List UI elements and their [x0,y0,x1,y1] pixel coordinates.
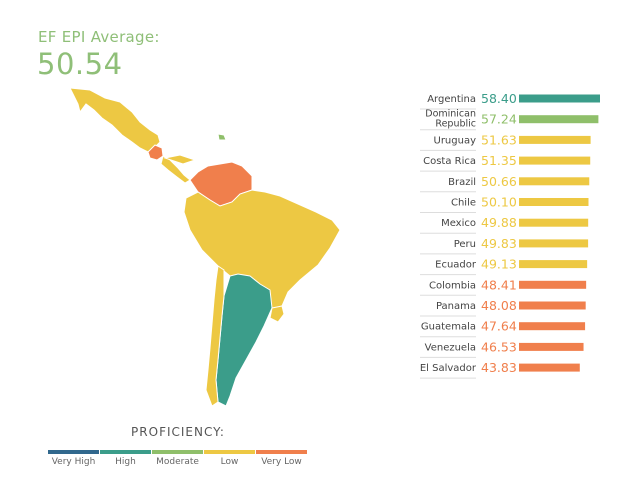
bar-value-label: 50.10 [481,195,517,210]
bar-value-label: 46.53 [481,339,517,354]
bar-label: Argentina [427,94,476,105]
bar[interactable] [519,342,584,351]
legend-swatch [100,450,151,454]
bar-label: El Salvador [420,363,477,374]
bar[interactable] [519,239,589,248]
bar-value-label: 49.83 [481,236,517,251]
bar-value-label: 51.35 [481,153,517,168]
map-dominican-republic[interactable] [217,133,227,141]
bar[interactable] [519,198,589,206]
bar-value-label: 48.08 [481,298,517,313]
bar-label: Brazil [448,177,476,188]
legend-label: Moderate [156,457,199,467]
bar-label: Panama [436,301,476,312]
legend-swatch [152,450,203,454]
bar[interactable] [519,301,586,310]
map-central-america[interactable] [160,155,191,184]
bar-label: Venezuela [425,342,476,353]
map-cuba[interactable] [163,154,197,165]
legend-item: Moderate [152,450,203,467]
bar[interactable] [519,115,599,124]
proficiency-title: PROFICIENCY: [131,425,225,439]
legend-item: Very High [48,450,99,467]
map-uruguay[interactable] [269,305,285,323]
bar-label: Dominican [425,109,476,120]
legend-item: Very Low [256,450,307,467]
bar-label: Costa Rica [423,156,476,167]
bar-value-label: 50.66 [481,174,517,189]
bar[interactable] [519,280,587,289]
bar-value-label: 47.64 [481,319,517,334]
legend-item: High [100,450,151,467]
legend-swatch [48,450,99,454]
legend-label: Very Low [261,457,302,467]
average-label: EF EPI Average: [38,28,160,46]
bar-label: Peru [454,239,476,250]
bar-value-label: 57.24 [481,112,517,127]
bar[interactable] [519,363,580,372]
map-mexico[interactable] [69,87,161,153]
bar-label: Uruguay [434,135,477,146]
bar-value-label: 51.63 [481,132,517,147]
bar-value-label: 43.83 [481,360,517,375]
latin-america-map [69,87,341,407]
bar-label: Ecuador [435,260,477,271]
legend-label: High [115,457,136,467]
bar-value-label: 49.88 [481,215,517,230]
bar[interactable] [519,135,591,144]
legend-label: Very High [51,457,96,467]
bar-label: Colombia [429,280,476,291]
bar-label: Guatemala [421,322,476,333]
legend-label: Low [220,457,239,467]
bar-label: Republic [435,119,476,130]
bar-value-label: 49.13 [481,257,517,272]
bar[interactable] [519,322,586,331]
average-value: 50.54 [37,47,123,81]
bar-value-label: 58.40 [481,91,517,106]
legend-swatch [256,450,307,454]
bar-label: Mexico [441,218,476,229]
bar-value-label: 48.41 [481,277,517,292]
bar[interactable] [519,218,589,227]
bar-label: Chile [451,198,476,209]
map-chile[interactable] [205,265,225,407]
bar[interactable] [519,94,600,103]
legend-swatch [204,450,255,454]
bar[interactable] [519,156,591,165]
bar[interactable] [519,260,588,269]
legend-item: Low [204,450,255,467]
bar[interactable] [519,177,590,186]
